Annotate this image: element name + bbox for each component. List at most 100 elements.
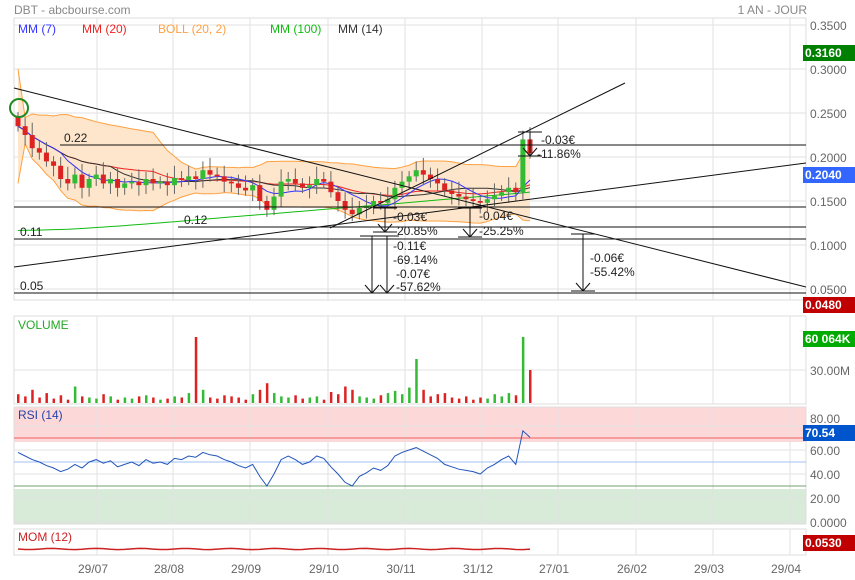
x-tick-label: 27/01: [539, 562, 569, 576]
price-tick-label: 0.3000: [810, 63, 847, 77]
candle-body: [221, 176, 227, 182]
measure-label: -69.14%: [393, 253, 438, 267]
volume-bar: [223, 395, 226, 403]
candle-body: [257, 185, 263, 201]
volume-bar: [365, 397, 368, 403]
candle-body: [477, 201, 483, 203]
candle-body: [43, 152, 49, 162]
volume-bar: [386, 393, 390, 403]
legend-item[interactable]: BOLL (20, 2): [158, 22, 227, 36]
measure-arrow: [469, 228, 478, 238]
candle-body: [179, 178, 185, 180]
volume-bar: [95, 398, 98, 403]
volume-bar: [372, 398, 376, 403]
volume-bar: [251, 394, 255, 403]
volume-panel-title: VOLUME: [18, 318, 69, 332]
volume-bar: [358, 396, 361, 403]
volume-bar: [337, 394, 340, 403]
candle-body: [22, 126, 28, 135]
candle-body: [506, 187, 512, 193]
volume-bar: [38, 397, 41, 403]
measure-label: -25.25%: [479, 224, 524, 238]
measure-arrow: [582, 282, 591, 292]
x-tick-label: 26/02: [617, 562, 647, 576]
period-label[interactable]: 1 AN - JOUR: [737, 3, 807, 17]
volume-bar: [507, 393, 511, 403]
volume-bar: [52, 398, 56, 403]
candle-body: [491, 195, 497, 200]
level-label: 0.11: [20, 225, 43, 239]
candle-body: [321, 179, 327, 182]
rsi-tick-label: 0.0000: [810, 516, 847, 530]
price-tick-label: 0.1500: [810, 195, 847, 209]
measure-arrow: [384, 223, 393, 233]
candle-body: [143, 179, 149, 186]
candle-body: [115, 179, 121, 188]
volume-bar: [201, 389, 205, 403]
candle-body: [427, 174, 433, 179]
volume-bar: [173, 396, 176, 403]
candle-body: [378, 201, 384, 203]
volume-bar: [436, 394, 440, 403]
measure-label: -0.11€: [393, 239, 426, 253]
candle-body: [164, 181, 170, 186]
price-tick-label: 0.0500: [810, 283, 847, 297]
x-tick-label: 29/09: [231, 562, 261, 576]
volume-bar: [45, 393, 48, 403]
volume-bar: [81, 396, 84, 403]
bollinger-upper: [17, 68, 531, 170]
volume-bar: [17, 394, 20, 403]
measure-arrow: [379, 284, 388, 294]
measure-arrow: [575, 282, 584, 292]
volume-bar: [66, 399, 70, 403]
measure-label: -0.03€: [541, 133, 575, 147]
volume-bar: [265, 383, 269, 403]
volume-bar: [486, 398, 489, 403]
legend-item[interactable]: MM (100): [270, 22, 322, 36]
candle-body: [157, 181, 163, 184]
measure-arrow: [386, 284, 395, 294]
candle-body: [29, 135, 35, 149]
measure-label: -20.85%: [393, 224, 438, 238]
candle-body: [314, 179, 320, 186]
candle-body: [171, 178, 177, 186]
rsi-tick-label: 60.00: [810, 444, 840, 458]
measure-arrow: [522, 147, 531, 157]
volume-tag: 60 064K: [803, 331, 855, 347]
volume-bar: [429, 396, 432, 403]
volume-bar: [472, 399, 475, 403]
measure-label: -0.06€: [590, 251, 624, 265]
measure-arrow: [371, 284, 380, 294]
candle-body: [86, 179, 92, 188]
price-panel: [13, 17, 807, 301]
candle-body: [484, 199, 490, 203]
candle-body: [328, 181, 334, 193]
candle-body: [413, 170, 419, 177]
legend-item[interactable]: MM (14): [338, 22, 383, 36]
price-tick-label: 0.3500: [810, 19, 847, 33]
candle-body: [292, 179, 298, 184]
candle-body: [72, 174, 78, 184]
candle-body: [36, 148, 42, 153]
measure-arrow: [529, 147, 538, 157]
measure-label: -0.03€: [393, 210, 427, 224]
candle-body: [271, 196, 277, 210]
measure-arrow: [462, 228, 471, 238]
legend-item[interactable]: MM (7): [18, 22, 56, 36]
legend-item[interactable]: MM (20): [82, 22, 127, 36]
volume-bar: [109, 396, 112, 403]
volume-bar: [344, 386, 347, 403]
x-tick-label: 30/11: [386, 562, 415, 576]
x-tick-label: 29/07: [78, 562, 108, 576]
volume-bar: [443, 393, 447, 403]
volume-bar: [500, 396, 504, 403]
volume-bar: [24, 396, 27, 403]
volume-bar: [315, 396, 319, 403]
candle-body: [420, 170, 426, 175]
candle-body: [371, 201, 377, 206]
level-label: 0.05: [20, 279, 44, 293]
volume-bar: [465, 396, 468, 403]
volume-tick-label: 30.00M: [810, 364, 850, 378]
volume-bar: [422, 389, 425, 403]
